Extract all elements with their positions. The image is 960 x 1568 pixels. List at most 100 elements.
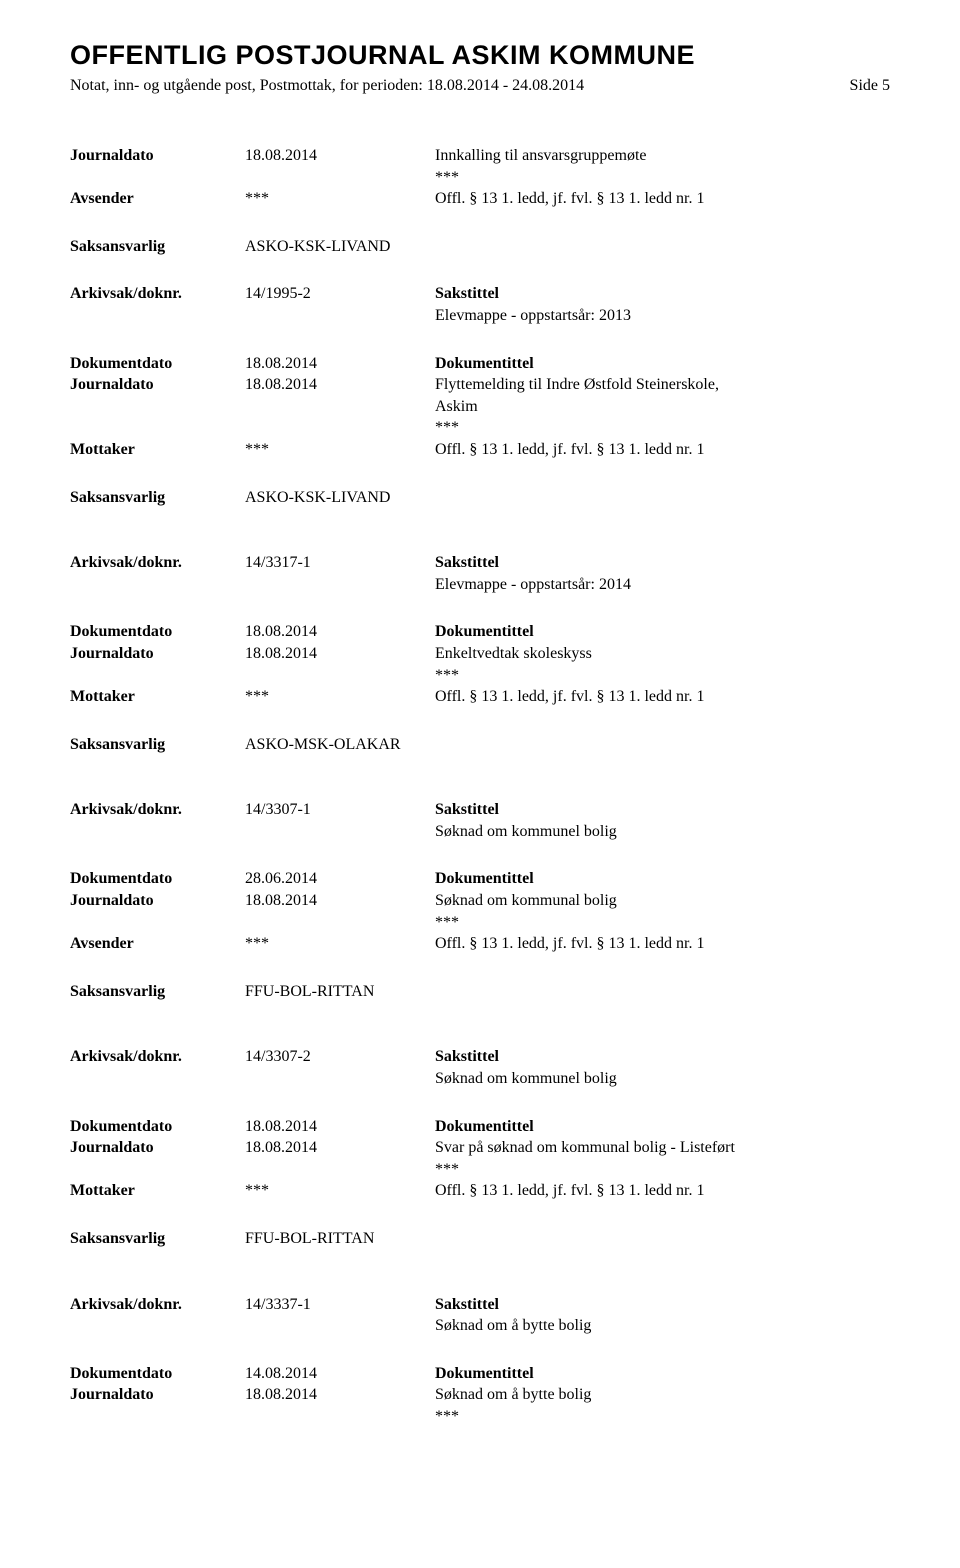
arkivsak-row: Arkivsak/doknr. 14/3317-1 Sakstittel bbox=[70, 552, 890, 574]
label-arkivsak: Arkivsak/doknr. bbox=[70, 799, 245, 821]
stars: *** bbox=[435, 167, 890, 189]
party2-right: Offl. § 13 1. ledd, jf. fvl. § 13 1. led… bbox=[435, 686, 890, 708]
label-arkivsak: Arkivsak/doknr. bbox=[70, 1294, 245, 1316]
arkivsak-row: Arkivsak/doknr. 14/1995-2 Sakstittel bbox=[70, 283, 890, 305]
label-saksansvarlig: Saksansvarlig bbox=[70, 981, 245, 1003]
journaldato-row: Journaldato 18.08.2014 Innkalling til an… bbox=[70, 145, 890, 167]
sakstittel-value: Elevmappe - oppstartsår: 2014 bbox=[435, 574, 890, 596]
main-title: OFFENTLIG POSTJOURNAL ASKIM KOMMUNE bbox=[70, 40, 890, 71]
entry: Arkivsak/doknr. 14/3307-1 Sakstittel Søk… bbox=[70, 799, 890, 1002]
saksansvarlig2-row: Saksansvarlig FFU-BOL-RITTAN bbox=[70, 981, 890, 1003]
dokumentittel-line: Flyttemelding til Indre Østfold Steiners… bbox=[435, 374, 890, 396]
label-arkivsak: Arkivsak/doknr. bbox=[70, 1046, 245, 1068]
label-saksansvarlig: Saksansvarlig bbox=[70, 487, 245, 509]
dokumentittel-extra-row: *** bbox=[70, 912, 890, 934]
page-number: Side 5 bbox=[850, 77, 890, 95]
label-journaldato: Journaldato bbox=[70, 145, 245, 167]
journaldato-value: 18.08.2014 bbox=[245, 145, 435, 167]
journaldato2-value: 18.08.2014 bbox=[245, 1137, 435, 1159]
journaldato2-row: Journaldato 18.08.2014 Søknad om kommuna… bbox=[70, 890, 890, 912]
label-sakstittel: Sakstittel bbox=[435, 1046, 890, 1068]
journaldato2-value: 18.08.2014 bbox=[245, 1384, 435, 1406]
stars-row: *** bbox=[70, 167, 890, 189]
journaldato2-value: 18.08.2014 bbox=[245, 890, 435, 912]
sakstittel-row: Søknad om kommunel bolig bbox=[70, 1068, 890, 1090]
party2-row: Mottaker *** Offl. § 13 1. ledd, jf. fvl… bbox=[70, 686, 890, 708]
dokumentdato-row: Dokumentdato 18.08.2014 Dokumentittel bbox=[70, 621, 890, 643]
label-party2: Mottaker bbox=[70, 1180, 245, 1202]
dokumentdato-value: 28.06.2014 bbox=[245, 868, 435, 890]
label-saksansvarlig: Saksansvarlig bbox=[70, 734, 245, 756]
entry: Arkivsak/doknr. 14/3337-1 Sakstittel Søk… bbox=[70, 1294, 890, 1428]
sakstittel-row: Elevmappe - oppstartsår: 2013 bbox=[70, 305, 890, 327]
label-dokumentdato: Dokumentdato bbox=[70, 1363, 245, 1385]
label-dokumentittel: Dokumentittel bbox=[435, 621, 890, 643]
party-right: Offl. § 13 1. ledd, jf. fvl. § 13 1. led… bbox=[435, 188, 890, 210]
dokumentittel-extra-row: *** bbox=[70, 1406, 890, 1428]
sakstittel-row: Elevmappe - oppstartsår: 2014 bbox=[70, 574, 890, 596]
party2-right: Offl. § 13 1. ledd, jf. fvl. § 13 1. led… bbox=[435, 439, 890, 461]
entries-container: Journaldato 18.08.2014 Innkalling til an… bbox=[70, 145, 890, 1428]
party2-mid: *** bbox=[245, 686, 435, 708]
party2-right: Offl. § 13 1. ledd, jf. fvl. § 13 1. led… bbox=[435, 933, 890, 955]
arkivsak-row: Arkivsak/doknr. 14/3307-2 Sakstittel bbox=[70, 1046, 890, 1068]
sakstittel-value: Elevmappe - oppstartsår: 2013 bbox=[435, 305, 890, 327]
label-dokumentittel: Dokumentittel bbox=[435, 1116, 890, 1138]
party-mid: *** bbox=[245, 188, 435, 210]
label-dokumentdato: Dokumentdato bbox=[70, 621, 245, 643]
dokumentittel-line: Søknad om å bytte bolig bbox=[435, 1384, 890, 1406]
arkivsak-value: 14/3307-2 bbox=[245, 1046, 435, 1068]
saksansvarlig2-value: FFU-BOL-RITTAN bbox=[245, 981, 435, 1003]
dokumentittel-line: *** bbox=[435, 1406, 890, 1428]
label-dokumentittel: Dokumentittel bbox=[435, 868, 890, 890]
page-header: OFFENTLIG POSTJOURNAL ASKIM KOMMUNE Nota… bbox=[70, 40, 890, 95]
subtitle: Notat, inn- og utgående post, Postmottak… bbox=[70, 77, 584, 95]
sakstittel-value: Søknad om kommunel bolig bbox=[435, 1068, 890, 1090]
sakstittel-value: Søknad om kommunel bolig bbox=[435, 821, 890, 843]
dokumentdato-row: Dokumentdato 18.08.2014 Dokumentittel bbox=[70, 1116, 890, 1138]
label-arkivsak: Arkivsak/doknr. bbox=[70, 283, 245, 305]
label-saksansvarlig: Saksansvarlig bbox=[70, 236, 245, 258]
label-dokumentdato: Dokumentdato bbox=[70, 1116, 245, 1138]
dokumentittel-extra-row: *** bbox=[70, 665, 890, 687]
sakstittel-row: Søknad om å bytte bolig bbox=[70, 1315, 890, 1337]
label-journaldato: Journaldato bbox=[70, 374, 245, 396]
label-sakstittel: Sakstittel bbox=[435, 552, 890, 574]
label-dokumentittel: Dokumentittel bbox=[435, 1363, 890, 1385]
dokumentittel-line: Svar på søknad om kommunal bolig - Liste… bbox=[435, 1137, 890, 1159]
arkivsak-value: 14/1995-2 bbox=[245, 283, 435, 305]
dokumentittel-line: Søknad om kommunal bolig bbox=[435, 890, 890, 912]
label-dokumentdato: Dokumentdato bbox=[70, 353, 245, 375]
journaldato2-row: Journaldato 18.08.2014 Svar på søknad om… bbox=[70, 1137, 890, 1159]
label-journaldato: Journaldato bbox=[70, 1384, 245, 1406]
arkivsak-row: Arkivsak/doknr. 14/3307-1 Sakstittel bbox=[70, 799, 890, 821]
dokumentdato-value: 18.08.2014 bbox=[245, 621, 435, 643]
party-row: Avsender *** Offl. § 13 1. ledd, jf. fvl… bbox=[70, 188, 890, 210]
saksansvarlig2-value: FFU-BOL-RITTAN bbox=[245, 1228, 435, 1250]
label-journaldato: Journaldato bbox=[70, 643, 245, 665]
dokumentittel-line: Enkeltvedtak skoleskyss bbox=[435, 643, 890, 665]
saksansvarlig-value: ASKO-KSK-LIVAND bbox=[245, 236, 435, 258]
entry: Arkivsak/doknr. 14/3317-1 Sakstittel Ele… bbox=[70, 552, 890, 755]
subtitle-row: Notat, inn- og utgående post, Postmottak… bbox=[70, 77, 890, 95]
saksansvarlig2-row: Saksansvarlig ASKO-KSK-LIVAND bbox=[70, 487, 890, 509]
entry: Arkivsak/doknr. 14/3307-2 Sakstittel Søk… bbox=[70, 1046, 890, 1249]
label-sakstittel: Sakstittel bbox=[435, 1294, 890, 1316]
dokumentittel-extra-row: *** bbox=[70, 1159, 890, 1181]
label-saksansvarlig: Saksansvarlig bbox=[70, 1228, 245, 1250]
arkivsak-value: 14/3307-1 bbox=[245, 799, 435, 821]
saksansvarlig2-row: Saksansvarlig FFU-BOL-RITTAN bbox=[70, 1228, 890, 1250]
journaldato2-row: Journaldato 18.08.2014 Flyttemelding til… bbox=[70, 374, 890, 396]
saksansvarlig-row: Saksansvarlig ASKO-KSK-LIVAND bbox=[70, 236, 890, 258]
dokumentdato-value: 18.08.2014 bbox=[245, 1116, 435, 1138]
entry: Journaldato 18.08.2014 Innkalling til an… bbox=[70, 145, 890, 508]
party2-right: Offl. § 13 1. ledd, jf. fvl. § 13 1. led… bbox=[435, 1180, 890, 1202]
label-party2: Mottaker bbox=[70, 439, 245, 461]
label-party: Avsender bbox=[70, 188, 245, 210]
dokumentittel-line: *** bbox=[435, 665, 890, 687]
dokumentdato-value: 14.08.2014 bbox=[245, 1363, 435, 1385]
party2-row: Mottaker *** Offl. § 13 1. ledd, jf. fvl… bbox=[70, 1180, 890, 1202]
party2-mid: *** bbox=[245, 439, 435, 461]
journaldato2-value: 18.08.2014 bbox=[245, 643, 435, 665]
label-journaldato: Journaldato bbox=[70, 1137, 245, 1159]
